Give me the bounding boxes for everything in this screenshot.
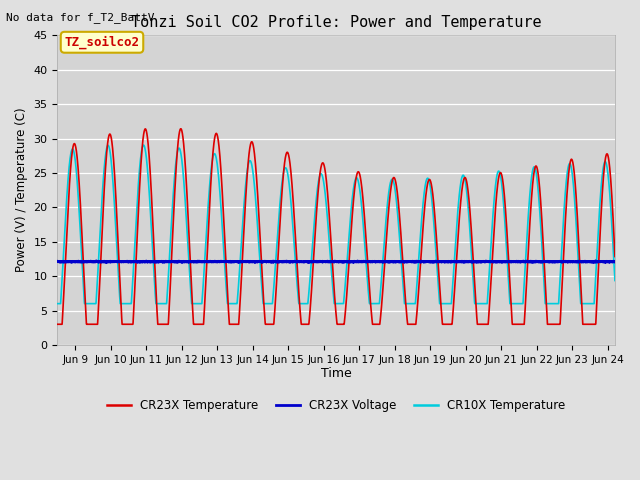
- Text: TZ_soilco2: TZ_soilco2: [65, 36, 140, 49]
- X-axis label: Time: Time: [321, 367, 351, 381]
- Title: Tonzi Soil CO2 Profile: Power and Temperature: Tonzi Soil CO2 Profile: Power and Temper…: [131, 15, 541, 30]
- Legend: CR23X Temperature, CR23X Voltage, CR10X Temperature: CR23X Temperature, CR23X Voltage, CR10X …: [102, 394, 570, 416]
- Y-axis label: Power (V) / Temperature (C): Power (V) / Temperature (C): [15, 108, 28, 273]
- Text: No data for f_T2_BattV: No data for f_T2_BattV: [6, 12, 155, 23]
